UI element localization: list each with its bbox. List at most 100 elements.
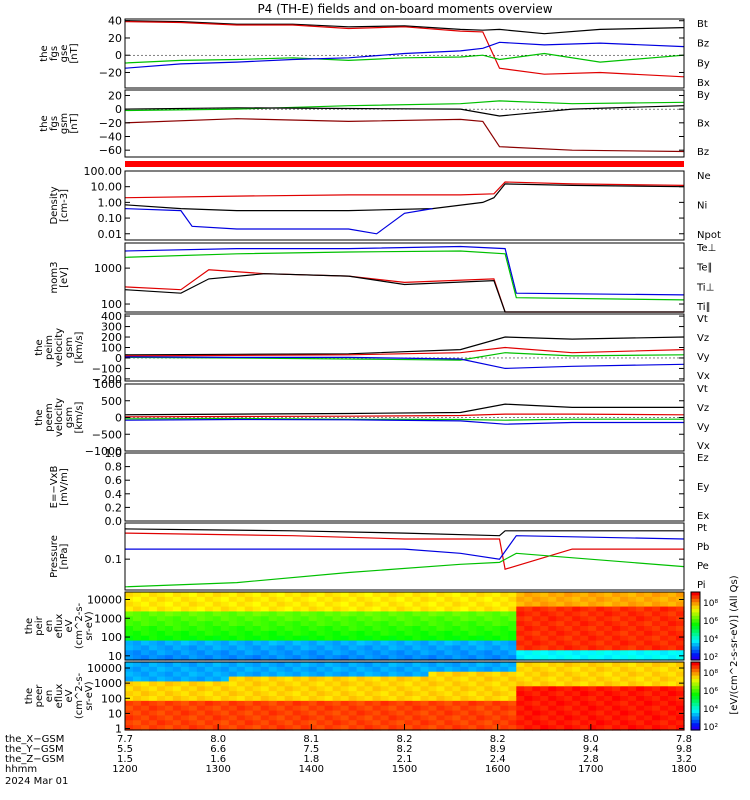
spectrogram-cell bbox=[356, 601, 366, 608]
spectrogram-cell bbox=[452, 666, 461, 673]
spectrogram-cell bbox=[356, 696, 366, 702]
spectrogram-cell bbox=[284, 616, 294, 622]
spectrogram-cell bbox=[484, 725, 493, 731]
spectrogram-cell bbox=[332, 696, 342, 702]
spectrogram-cell bbox=[628, 645, 637, 651]
spectrogram-cell bbox=[212, 635, 222, 642]
spectrogram-cell bbox=[652, 611, 661, 617]
spectrogram-cell bbox=[212, 596, 222, 603]
legend-entry: Pi bbox=[697, 580, 706, 591]
spectrogram-cell bbox=[572, 700, 581, 707]
spectrogram-cell bbox=[196, 696, 206, 702]
spectrogram-cell bbox=[260, 606, 270, 613]
spectrogram-cell bbox=[524, 635, 533, 642]
spectrogram-cell bbox=[260, 710, 270, 717]
spectrogram-cell bbox=[548, 715, 557, 721]
spectrogram-cell bbox=[652, 725, 661, 731]
spectrogram-cell bbox=[492, 691, 501, 697]
spectrogram-cell bbox=[156, 650, 166, 656]
spectrogram-cell bbox=[460, 666, 469, 673]
spectrogram-cell bbox=[612, 635, 621, 642]
spectrogram-cell bbox=[204, 621, 214, 627]
spectrogram-cell bbox=[636, 596, 645, 603]
spectrogram-cell bbox=[548, 681, 557, 687]
spectrogram-cell bbox=[588, 640, 597, 647]
series-Bz bbox=[124, 21, 685, 78]
spectrogram-cell bbox=[388, 635, 398, 642]
spectrogram-cell bbox=[444, 650, 454, 656]
spectrogram-cell bbox=[220, 596, 230, 603]
spectrogram-cell bbox=[380, 705, 390, 712]
spectrogram-cell bbox=[180, 720, 190, 726]
spectrogram-cell bbox=[644, 700, 653, 707]
spectrogram-cell bbox=[364, 626, 374, 632]
spectrogram-cell bbox=[172, 640, 182, 647]
spectrogram-cell bbox=[332, 616, 342, 622]
spectrogram-cell bbox=[140, 611, 150, 617]
spectrogram-cell bbox=[228, 686, 238, 692]
spectrogram-cell bbox=[324, 710, 334, 717]
spectrogram-cell bbox=[196, 611, 206, 617]
spectrogram-cell bbox=[125, 611, 134, 617]
spectrogram-cell bbox=[228, 635, 238, 642]
spectrogram-cell bbox=[652, 715, 661, 721]
spectrogram-cell bbox=[612, 686, 621, 692]
spectrogram-cell bbox=[364, 596, 374, 603]
spectrogram-cell bbox=[540, 681, 549, 687]
spectrogram-cell bbox=[524, 616, 533, 622]
spectrogram-cell bbox=[540, 696, 549, 702]
spectrogram-cell bbox=[660, 626, 669, 632]
spectrogram-cell bbox=[644, 592, 653, 598]
spectrogram-cell bbox=[524, 601, 533, 608]
spectrogram-cell bbox=[524, 676, 533, 683]
spectrogram-cell bbox=[284, 592, 294, 598]
spectrogram-cell bbox=[196, 621, 206, 627]
spectrogram-cell bbox=[244, 606, 254, 613]
spectrogram-cell bbox=[596, 640, 605, 647]
spectrogram-cell bbox=[348, 720, 358, 726]
spectrogram-cell bbox=[156, 681, 166, 687]
spectrogram-cell bbox=[196, 645, 206, 651]
spectrogram-cell bbox=[548, 720, 557, 726]
spectrogram-cell bbox=[316, 710, 326, 717]
spectrogram-cell bbox=[556, 626, 565, 632]
spectrogram-cell bbox=[492, 725, 501, 731]
spectrogram-cell bbox=[436, 686, 446, 692]
spectrogram-cell bbox=[204, 662, 214, 668]
spectrogram-cell bbox=[660, 616, 669, 622]
spectrogram-cell bbox=[268, 666, 278, 673]
spectrogram-cell bbox=[172, 616, 182, 622]
spectrogram-cell bbox=[492, 592, 501, 598]
spectrogram-cell bbox=[388, 592, 398, 598]
spectrogram-cell bbox=[396, 626, 406, 632]
y-axis-label: eV bbox=[64, 619, 75, 632]
spectrogram-cell bbox=[612, 671, 621, 678]
spectrogram-cell bbox=[125, 645, 134, 651]
spectrogram-cell bbox=[252, 640, 262, 647]
spectrogram-cell bbox=[628, 601, 637, 608]
spectrogram-cell bbox=[548, 621, 557, 627]
spectrogram-cell bbox=[468, 700, 477, 707]
spectrogram-cell bbox=[300, 635, 310, 642]
spectrogram-cell bbox=[204, 720, 214, 726]
spectrogram-cell bbox=[188, 696, 198, 702]
y-tick-label: 10.00 bbox=[91, 181, 123, 194]
spectrogram-cell bbox=[188, 686, 198, 692]
spectrogram-cell bbox=[588, 662, 597, 668]
spectrogram-cell bbox=[460, 655, 469, 661]
spectrogram-cell bbox=[300, 705, 310, 712]
spectrogram-cell bbox=[612, 596, 621, 603]
spectrogram-cell bbox=[436, 592, 446, 598]
spectrogram-cell bbox=[652, 592, 661, 598]
spectrogram-cell bbox=[388, 686, 398, 692]
colorbar-cell bbox=[691, 665, 700, 670]
spectrogram-cell bbox=[252, 691, 262, 697]
y-tick-label: 1 bbox=[115, 723, 122, 736]
spectrogram-cell bbox=[148, 640, 158, 647]
spectrogram-cell bbox=[660, 725, 669, 731]
spectrogram-cell bbox=[620, 725, 629, 731]
spectrogram-cell bbox=[308, 700, 318, 707]
spectrogram-cell bbox=[428, 640, 438, 647]
spectrogram-cell bbox=[125, 691, 134, 697]
spectrogram-cell bbox=[292, 681, 302, 687]
